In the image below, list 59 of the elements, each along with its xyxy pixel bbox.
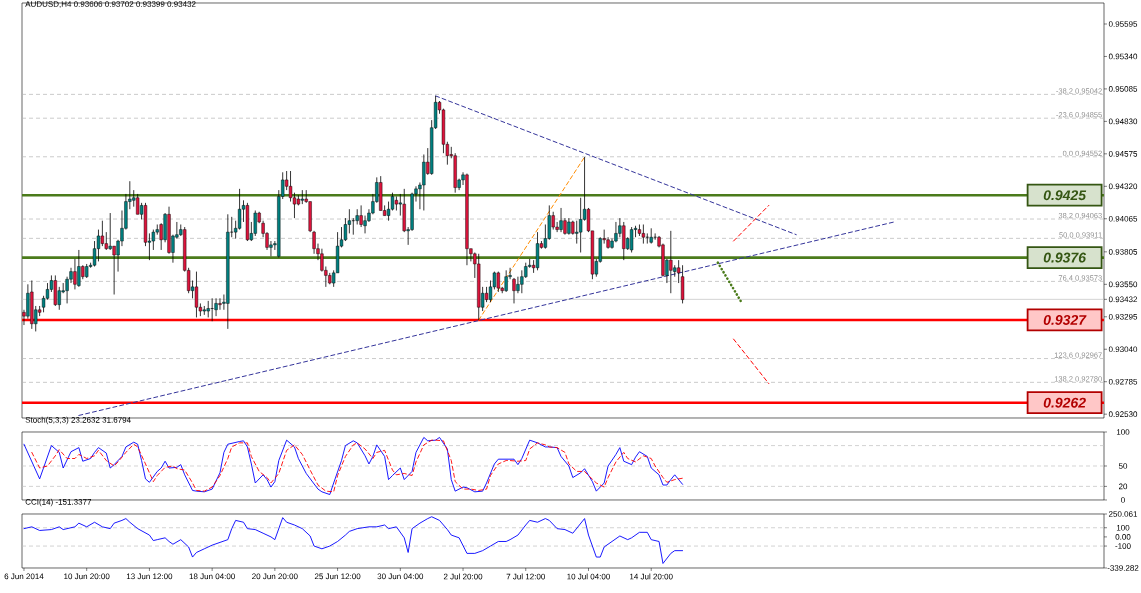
- y-tick-label: -100: [1115, 543, 1131, 549]
- candlestick: [622, 221, 626, 261]
- ref-line-label: 0.9262: [1043, 397, 1086, 408]
- x-tick-label: 13 Jun 12:00: [126, 573, 173, 580]
- x-tick-label: 18 Jun 04:00: [189, 573, 235, 580]
- candlestick: [206, 300, 210, 318]
- y-tick-label: 0.93040: [1108, 346, 1138, 353]
- candlestick: [218, 297, 222, 311]
- y-tick-label: 0.93550: [1108, 281, 1138, 288]
- y-tick-label: 50: [1118, 463, 1128, 469]
- candlestick: [559, 207, 563, 233]
- ref-line-label: 0.9425: [1043, 190, 1087, 201]
- candlestick: [100, 220, 105, 247]
- candlestick: [210, 297, 214, 322]
- candlestick: [512, 277, 516, 304]
- x-tick-label: 14 Jul 20:00: [630, 573, 673, 580]
- x-tick-label: 25 Jun 12:00: [314, 573, 361, 580]
- ref-line-label: 0.9327: [1043, 315, 1087, 325]
- x-tick-label: 30 Jun 04:00: [377, 573, 424, 580]
- chart-title: CCI(14) -151.3377: [25, 498, 92, 507]
- y-tick-label: 0.93432: [1108, 296, 1138, 303]
- y-tick-label: 0.95595: [1108, 21, 1138, 27]
- candlestick: [351, 217, 355, 236]
- candlestick: [237, 188, 242, 230]
- candlestick: [645, 233, 649, 244]
- y-tick-label: 0.00: [1115, 534, 1131, 540]
- candlestick: [253, 210, 257, 237]
- y-tick-label: 0.93295: [1108, 313, 1138, 320]
- x-tick-label: 6 Jun 2014: [4, 573, 44, 580]
- candlestick: [73, 258, 77, 290]
- y-tick-label: 0.95085: [1108, 86, 1138, 92]
- y-tick-label: 100: [1116, 429, 1130, 435]
- y-tick-label: 0.94830: [1108, 118, 1138, 125]
- y-tick-label: 0: [1121, 497, 1125, 503]
- y-tick-label: -339.282: [1107, 565, 1139, 571]
- candlestick: [669, 230, 673, 294]
- y-tick-label: 20: [1118, 483, 1128, 490]
- y-tick-label: 0.93805: [1108, 249, 1138, 255]
- chart-title: AUDUSD,H4 0.93606 0.93702 0.93399 0.93432: [25, 1, 196, 8]
- y-tick-label: 0.94065: [1108, 215, 1138, 222]
- x-tick-label: 7 Jul 12:00: [506, 573, 546, 580]
- ref-line-label: 0.9376: [1043, 252, 1087, 263]
- candlestick: [136, 193, 140, 215]
- y-tick-label: 100: [1116, 524, 1130, 531]
- y-tick-label: 0.95340: [1108, 53, 1138, 60]
- y-tick-label: 0.92785: [1108, 378, 1138, 385]
- x-tick-label: 10 Jun 20:00: [64, 573, 110, 580]
- y-tick-label: 0.92530: [1108, 411, 1138, 417]
- x-tick-label: 2 Jul 20:00: [443, 573, 483, 580]
- y-tick-label: 0.94320: [1108, 183, 1138, 190]
- candlestick: [77, 249, 81, 288]
- x-tick-label: 10 Jul 04:00: [567, 573, 610, 580]
- x-tick-label: 20 Jun 20:00: [252, 573, 298, 580]
- chart-title: Stoch(5,3,3) 23.2632 31.6794: [25, 416, 131, 425]
- candlestick: [214, 297, 218, 317]
- candlestick: [680, 264, 685, 304]
- y-tick-label: 0.94575: [1108, 151, 1138, 157]
- candlestick: [504, 269, 508, 293]
- y-tick-label: 250.061: [1108, 511, 1138, 517]
